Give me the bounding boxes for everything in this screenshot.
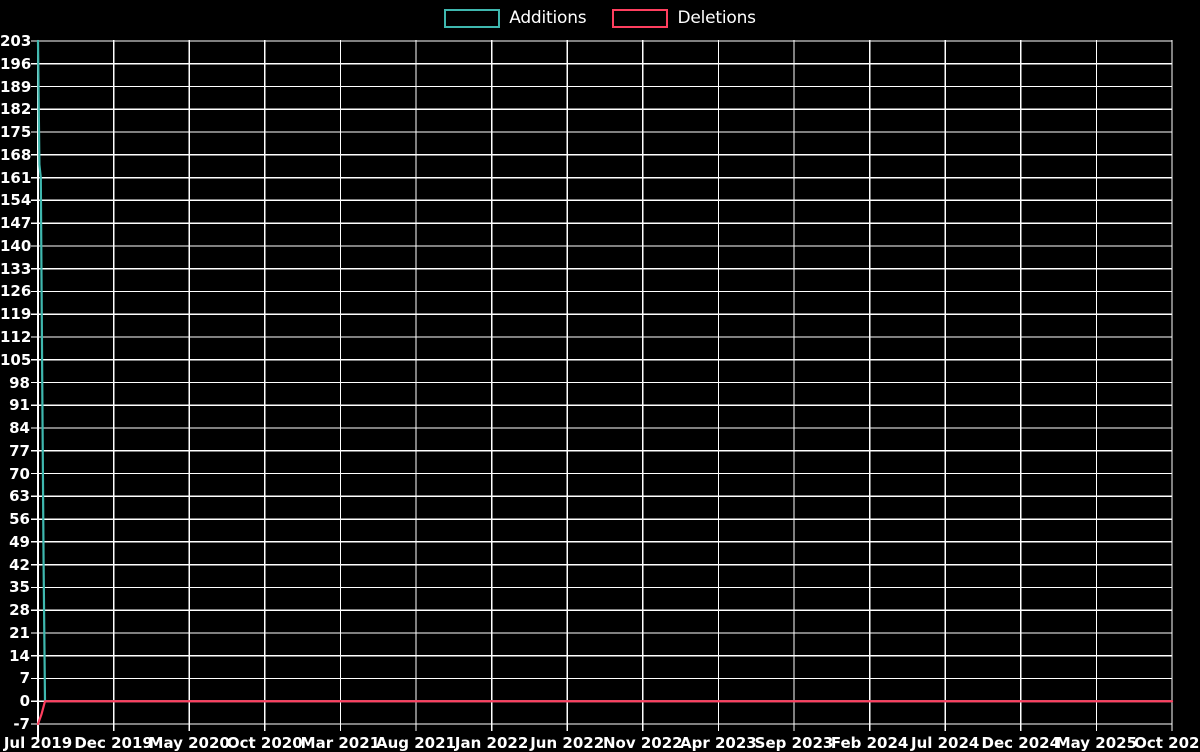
x-tick-label: Jul 2024 <box>911 734 980 752</box>
x-tick-label: Dec 2019 <box>74 734 153 752</box>
data-series-layer <box>36 39 1174 726</box>
y-tick-label: 91 <box>9 396 30 415</box>
horizontal-gridlines <box>31 40 1172 725</box>
y-tick-label: 189 <box>0 77 32 96</box>
vertical-gridlines <box>37 40 1173 731</box>
x-tick-label: Oct 2020 <box>226 734 303 752</box>
y-tick-label: 7 <box>19 669 30 688</box>
legend-label-additions: Additions <box>509 8 587 28</box>
y-tick-label: 14 <box>9 646 30 665</box>
chart-legend: Additions Deletions <box>0 0 1200 36</box>
x-tick-label: Sep 2023 <box>754 734 834 752</box>
x-tick-label: Apr 2023 <box>680 734 757 752</box>
y-tick-label: 119 <box>0 305 32 324</box>
y-tick-label: 175 <box>0 123 32 142</box>
x-tick-label: Jun 2022 <box>530 734 605 752</box>
series-line-additions <box>36 39 1174 703</box>
y-tick-label: 42 <box>9 555 30 574</box>
y-tick-label: 154 <box>0 191 32 210</box>
series-line-deletions <box>36 700 1174 726</box>
y-tick-label: 84 <box>9 419 30 438</box>
x-tick-label: Jul 2019 <box>3 734 73 752</box>
x-tick-label: May 2020 <box>148 734 230 752</box>
y-tick-label: 112 <box>0 327 32 346</box>
y-tick-label: 63 <box>9 487 30 506</box>
y-tick-label: 133 <box>0 259 32 278</box>
x-tick-label: Dec 2024 <box>981 734 1061 752</box>
y-tick-label: 147 <box>0 214 32 233</box>
legend-label-deletions: Deletions <box>677 8 756 28</box>
y-tick-label: 28 <box>9 601 30 620</box>
legend-swatch-additions-icon <box>444 8 501 28</box>
y-tick-label: 70 <box>9 464 30 483</box>
x-tick-label: Jan 2022 <box>454 734 529 752</box>
x-tick-label: Nov 2022 <box>602 734 683 752</box>
x-tick-label: Feb 2024 <box>830 734 909 752</box>
legend-item-additions[interactable]: Additions <box>444 8 587 28</box>
x-tick-label: Oct 2025 <box>1134 734 1200 752</box>
y-tick-label: 196 <box>0 54 32 73</box>
legend-swatch-deletions-icon <box>612 8 669 28</box>
y-tick-label: 35 <box>9 578 30 597</box>
y-tick-label: 98 <box>9 373 30 392</box>
x-tick-label: Mar 2021 <box>300 734 381 752</box>
y-tick-label: 77 <box>9 441 30 460</box>
y-tick-label: 126 <box>0 282 32 301</box>
x-tick-label: May 2025 <box>1055 734 1138 752</box>
y-tick-label: 49 <box>9 532 30 551</box>
y-tick-label: 0 <box>19 692 30 711</box>
y-tick-label: 161 <box>0 168 32 187</box>
y-tick-label: -7 <box>13 715 30 733</box>
y-tick-label: 140 <box>0 236 32 255</box>
y-tick-label: 56 <box>9 510 30 529</box>
x-tick-label: Aug 2021 <box>376 734 456 752</box>
legend-item-deletions[interactable]: Deletions <box>612 8 756 28</box>
y-tick-label: 168 <box>0 145 32 164</box>
y-tick-label: 203 <box>0 32 32 50</box>
y-tick-label: 21 <box>9 623 30 642</box>
y-tick-label: 182 <box>0 100 32 119</box>
y-tick-label: 105 <box>0 350 32 369</box>
